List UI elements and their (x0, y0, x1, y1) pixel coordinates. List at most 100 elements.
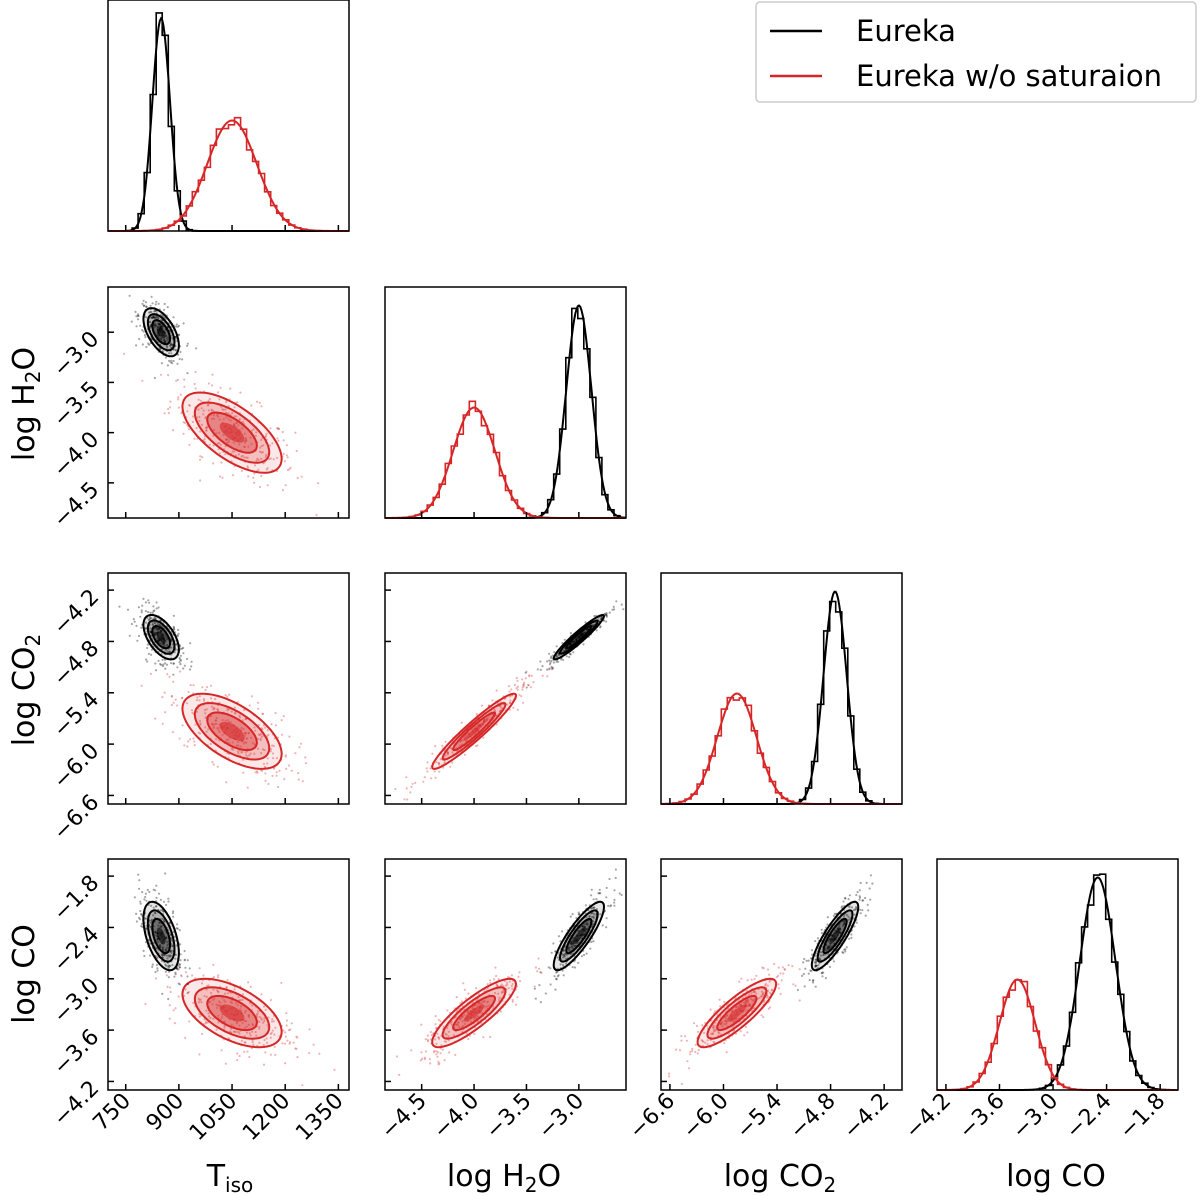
sample-point (161, 643, 164, 646)
sample-point (194, 370, 197, 374)
sample-point (553, 975, 556, 978)
contour-eureka-4 (156, 326, 166, 339)
sample-point (213, 997, 216, 1000)
sample-point (544, 992, 547, 995)
sample-point (273, 1045, 276, 1048)
sample-point (200, 423, 204, 426)
sample-point (253, 481, 256, 484)
sample-point (241, 740, 244, 743)
sample-point (250, 695, 253, 698)
sample-point (578, 913, 581, 916)
sample-point (224, 445, 227, 448)
panel-frame (107, 0, 350, 232)
sample-point (153, 324, 156, 327)
sample-point (177, 353, 180, 356)
sample-point (474, 745, 478, 748)
sample-point (182, 667, 185, 670)
sample-point (474, 1017, 477, 1020)
sample-point (405, 776, 408, 779)
sample-point (265, 1041, 269, 1044)
sample-point (777, 987, 781, 990)
sample-point (845, 946, 848, 949)
sample-point (140, 609, 143, 612)
sample-point (483, 719, 486, 723)
sample-point (482, 720, 485, 723)
sample-point (568, 653, 572, 656)
sample-point (204, 426, 207, 430)
sample-point (288, 468, 291, 471)
sample-point (238, 1032, 241, 1035)
sample-point (485, 1012, 488, 1016)
sample-point (215, 716, 218, 720)
sample-point (812, 979, 815, 982)
sample-point (588, 915, 592, 918)
sample-point (410, 1049, 413, 1052)
panel-background (937, 859, 1178, 1090)
sample-point (241, 758, 245, 761)
sample-point (217, 1004, 220, 1007)
sample-point (141, 891, 144, 894)
sample-point (143, 304, 146, 307)
sample-point (562, 974, 565, 977)
sample-point (256, 747, 260, 750)
sample-point (525, 686, 528, 689)
sample-point (281, 489, 284, 492)
sample-point (459, 1017, 462, 1020)
sample-point (430, 1033, 433, 1037)
sample-point (500, 991, 503, 994)
sample-point (532, 681, 535, 684)
sample-point (725, 1051, 728, 1054)
sample-point (452, 1034, 455, 1037)
sample-point (199, 479, 202, 482)
sample-point (585, 952, 588, 955)
sample-point (447, 1035, 450, 1038)
sample-point (225, 986, 228, 990)
x-tick-label: −2.4 (1061, 1089, 1116, 1144)
sample-point (680, 1082, 684, 1085)
sample-point (217, 448, 220, 451)
sample-point (275, 771, 278, 774)
sample-point (245, 439, 248, 442)
panel-frame (660, 858, 903, 1091)
sample-point (719, 1005, 722, 1008)
sample-point (244, 718, 247, 721)
sample-point (506, 983, 509, 986)
sample-point (142, 949, 145, 953)
sample-point (465, 739, 468, 743)
sample-point (406, 798, 409, 801)
sample-point (165, 974, 168, 977)
sample-point (420, 1051, 423, 1054)
sample-point (203, 438, 206, 441)
sample-point (791, 965, 794, 968)
sample-point (276, 427, 279, 430)
sample-point (609, 905, 612, 908)
sample-point (461, 1015, 464, 1018)
sample-point (180, 412, 183, 415)
sample-point (161, 325, 164, 328)
sample-point (264, 1008, 267, 1012)
sample-point (484, 1005, 487, 1009)
sample-point (287, 764, 291, 767)
panel-CO-vs-CO2: −6.6−6.0−5.4−4.8−4.2 (625, 858, 903, 1144)
sample-point (827, 953, 830, 956)
sample-point (777, 974, 780, 977)
sample-point (156, 967, 159, 970)
sample-point (139, 615, 142, 618)
sample-point (585, 922, 588, 925)
sample-point (156, 315, 159, 319)
sample-point (844, 950, 847, 953)
sample-point (826, 945, 829, 949)
sample-point (613, 898, 616, 902)
sample-point (184, 421, 187, 425)
sample-point (181, 647, 184, 650)
sample-point (296, 476, 299, 480)
y-tick-label: −6.0 (49, 739, 104, 794)
sample-point (485, 718, 488, 721)
sample-point (200, 1032, 204, 1035)
sample-point (833, 912, 836, 916)
sample-point (154, 633, 157, 637)
sample-point (853, 913, 856, 916)
sample-point (753, 990, 757, 994)
sample-point (153, 633, 156, 636)
sample-point (173, 1022, 176, 1025)
